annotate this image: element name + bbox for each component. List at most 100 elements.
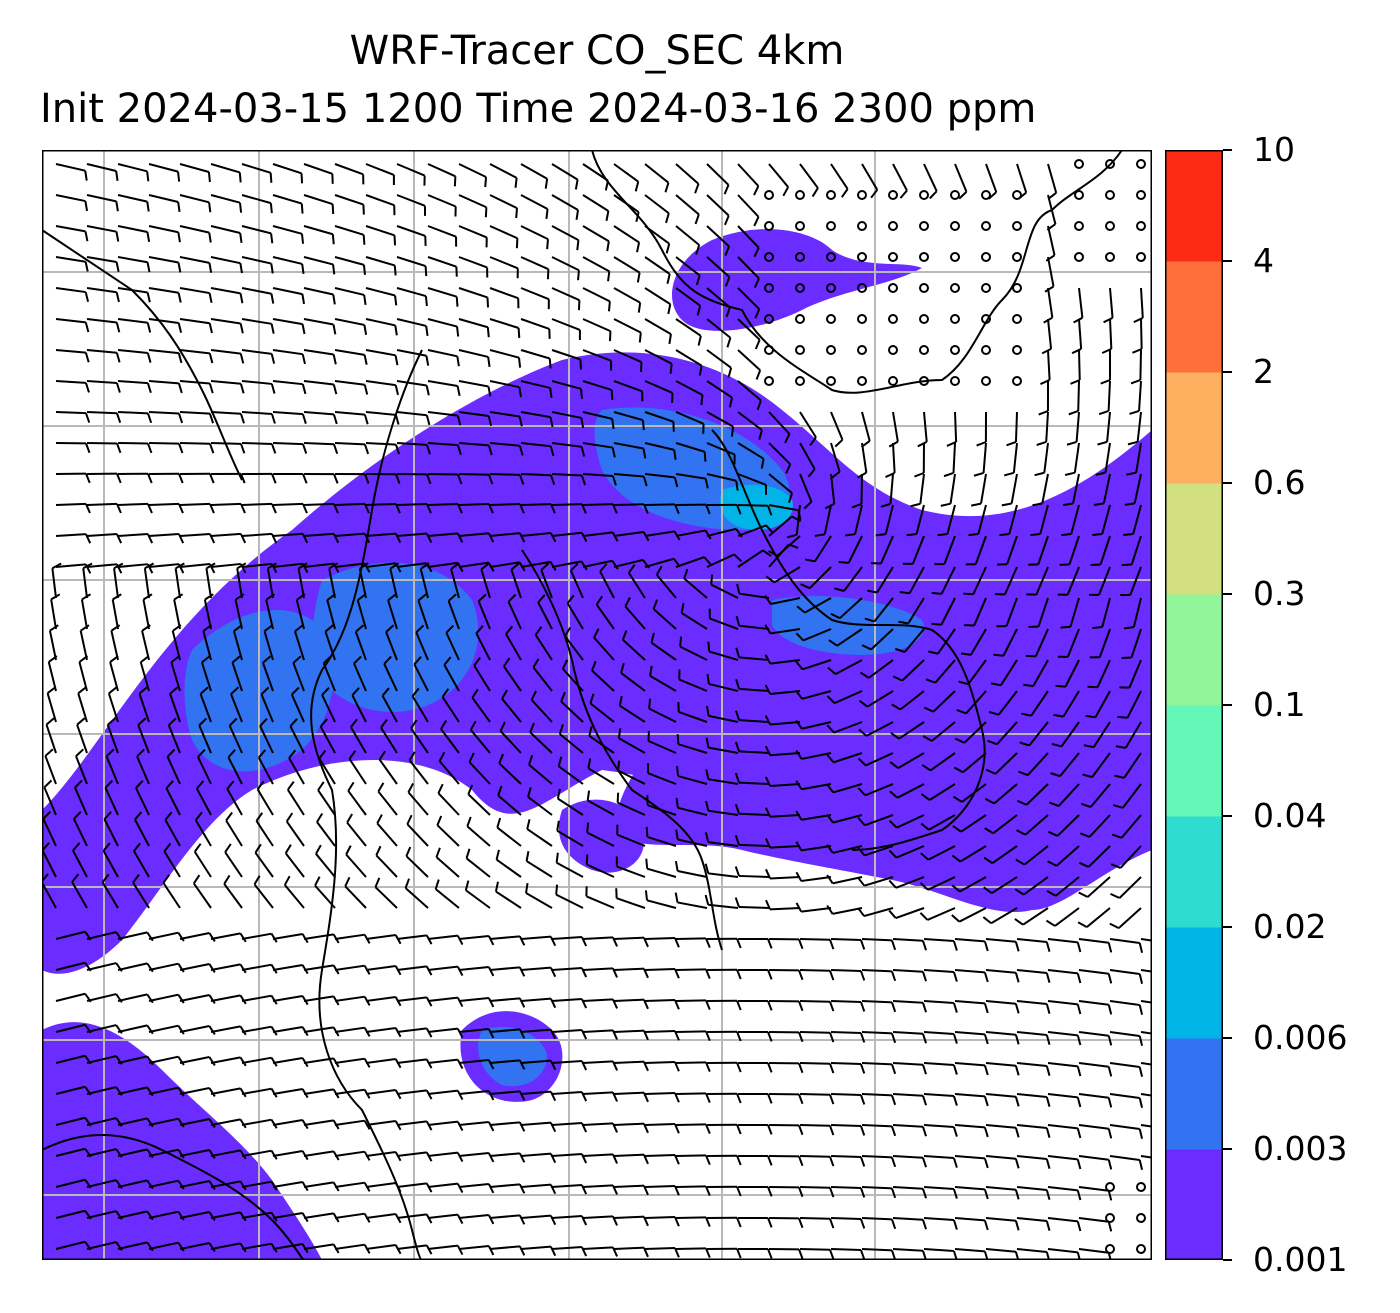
wind-barb <box>613 1184 649 1196</box>
wind-barb <box>265 593 275 630</box>
wind-barb <box>283 875 305 909</box>
wind-barb <box>82 562 93 599</box>
wind-barb <box>354 624 367 661</box>
wind-barb <box>582 163 609 191</box>
wind-barb <box>525 851 553 878</box>
colorbar-tick-label: 0.6 <box>1253 463 1306 502</box>
wind-barb <box>520 966 557 978</box>
wind-barb <box>75 748 88 785</box>
calm-wind-marker <box>795 345 805 355</box>
wind-barb <box>179 963 216 973</box>
wind-barb <box>111 593 122 630</box>
wind-barb <box>117 472 153 484</box>
wind-barb <box>888 814 925 829</box>
wind-barb <box>55 225 89 242</box>
wind-barb <box>613 1153 649 1165</box>
lat-lon-gridlines <box>42 150 1152 1260</box>
calm-wind-marker <box>1136 190 1146 200</box>
wind-barb <box>1047 1093 1082 1108</box>
wind-barb <box>458 442 493 456</box>
wind-barb <box>86 256 120 272</box>
wind-barb <box>892 1124 927 1137</box>
calm-wind-marker <box>1074 252 1084 262</box>
wind-barb <box>1041 318 1053 355</box>
wind-barb <box>861 163 879 199</box>
calm-wind-marker <box>1136 159 1146 169</box>
wind-barb <box>988 690 1018 716</box>
wind-barb <box>138 686 150 723</box>
map-panel[interactable] <box>42 150 1152 1260</box>
wind-barb <box>316 812 336 847</box>
wind-barb <box>826 904 863 915</box>
wind-barb <box>737 524 774 537</box>
wind-barb <box>1047 1186 1082 1201</box>
wind-barb <box>613 936 649 948</box>
wind-barb <box>165 780 181 816</box>
wind-barb <box>844 504 863 537</box>
wind-barb <box>148 256 182 273</box>
wind-barb <box>888 876 925 889</box>
calm-wind-marker <box>857 314 867 324</box>
wind-barb <box>593 628 615 661</box>
wind-barb <box>984 783 1018 805</box>
wind-barb <box>396 225 427 246</box>
wind-barb <box>419 562 430 599</box>
wind-barb <box>675 194 700 225</box>
wind-barb <box>303 225 335 245</box>
wind-barb <box>86 318 121 333</box>
calm-wind-marker <box>919 221 929 231</box>
wind-barb <box>272 194 304 214</box>
colorbar-tick-mark <box>1223 704 1232 706</box>
calm-wind-marker <box>1105 1244 1115 1254</box>
wind-barb <box>861 969 897 982</box>
wind-barb <box>387 593 398 630</box>
wind-barb <box>1078 1217 1113 1232</box>
wind-barb <box>551 560 588 571</box>
wind-barb <box>582 998 618 1009</box>
wind-barb <box>405 846 429 878</box>
wind-barb <box>365 163 395 185</box>
wind-barb <box>1016 1093 1051 1107</box>
wind-barb <box>179 1149 216 1159</box>
wind-barb <box>551 1246 588 1257</box>
wind-barb <box>894 628 925 653</box>
calm-wind-marker <box>888 252 898 262</box>
colorbar-tick-mark <box>1223 593 1232 595</box>
calm-wind-marker <box>826 252 836 262</box>
wind-barb <box>1061 504 1080 537</box>
wind-barb <box>179 472 215 484</box>
wind-barb <box>48 624 59 661</box>
wind-barb <box>86 287 120 303</box>
wind-barb <box>616 792 646 816</box>
wind-barb <box>675 380 704 406</box>
wind-barb <box>764 745 801 757</box>
wind-barb <box>1132 318 1143 354</box>
wind-barb <box>644 890 677 909</box>
calm-wind-marker <box>950 376 960 386</box>
wind-barb <box>1087 659 1111 689</box>
wind-barb <box>954 1155 989 1169</box>
wind-barb <box>737 194 760 227</box>
wind-barb <box>764 595 801 605</box>
wind-barb <box>86 380 121 393</box>
wind-barb <box>1036 411 1049 446</box>
wind-barb <box>923 1000 958 1013</box>
wind-barb <box>645 858 677 878</box>
wind-barb <box>827 659 863 676</box>
wind-barb <box>148 318 183 333</box>
wind-barb <box>272 411 307 424</box>
wind-barb <box>179 1242 216 1252</box>
wind-barb <box>458 935 495 946</box>
wind-barb <box>458 1121 495 1132</box>
wind-barb <box>861 1093 897 1106</box>
wind-barb <box>350 718 367 754</box>
wind-barb <box>480 562 491 599</box>
wind-barb <box>737 1000 773 1011</box>
wind-barb <box>861 1217 897 1230</box>
wind-barb <box>1016 1186 1051 1200</box>
wind-barb <box>830 1248 866 1260</box>
wind-barb <box>458 532 495 543</box>
wind-barb <box>954 1000 989 1014</box>
wind-barb <box>582 318 612 342</box>
wind-barb <box>683 568 708 599</box>
